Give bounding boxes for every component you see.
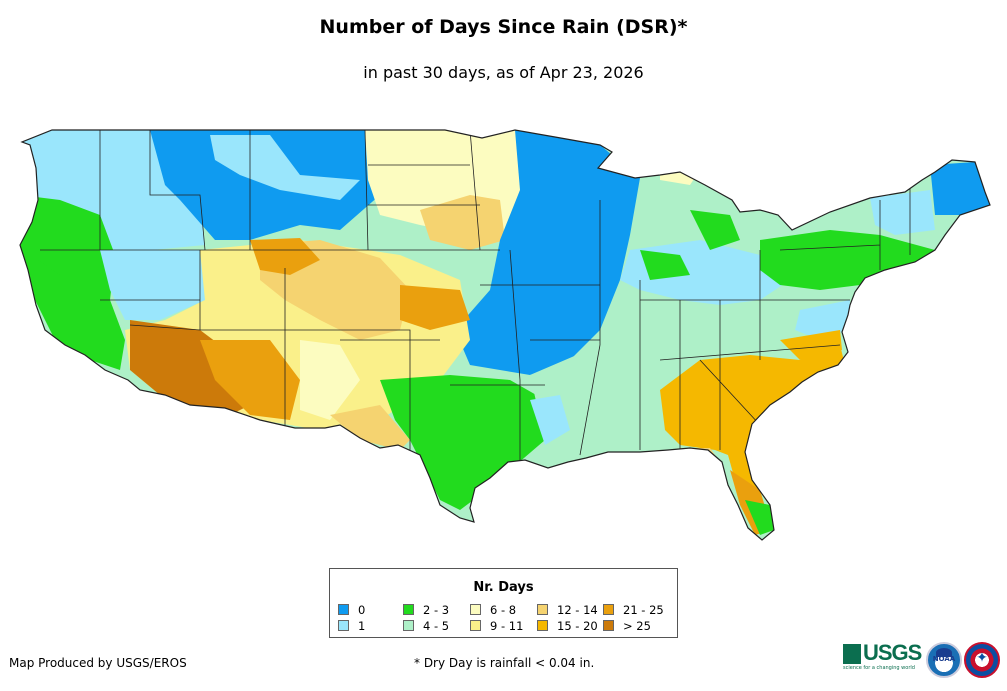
- legend-item-3: 4 - 5: [403, 620, 449, 633]
- legend-swatch: [403, 620, 414, 631]
- legend-item-5: 9 - 11: [470, 620, 523, 633]
- legend-swatch: [470, 604, 481, 615]
- legend: Nr. Days 0 1 2 - 3 4 - 5 6 - 8 9 - 11 12…: [329, 568, 678, 638]
- legend-label: 15 - 20: [557, 619, 598, 633]
- legend-label: 4 - 5: [423, 619, 450, 633]
- dry-day-note: * Dry Day is rainfall < 0.04 in.: [414, 656, 595, 670]
- us-dsr-map: [19, 129, 991, 541]
- legend-swatch: [470, 620, 481, 631]
- usgs-tagline: science for a changing world: [843, 665, 915, 671]
- legend-swatch: [403, 604, 414, 615]
- legend-label: > 25: [623, 619, 651, 633]
- legend-item-8: 21 - 25: [603, 604, 664, 617]
- legend-swatch: [537, 604, 548, 615]
- legend-swatch: [603, 620, 614, 631]
- legend-swatch: [537, 620, 548, 631]
- noaa-logo[interactable]: NOAA: [926, 642, 962, 678]
- legend-label: 6 - 8: [490, 603, 517, 617]
- legend-label: 0: [358, 603, 366, 617]
- usgs-wave-icon: [843, 644, 861, 664]
- legend-item-9: > 25: [603, 620, 651, 633]
- usgs-wordmark: USGS: [863, 640, 922, 665]
- legend-title: Nr. Days: [473, 580, 534, 595]
- usgs-logo[interactable]: USGS science for a changing world: [843, 640, 922, 671]
- legend-swatch: [603, 604, 614, 615]
- star-icon: ✦: [976, 650, 988, 666]
- noaa-wordmark: NOAA: [932, 655, 956, 663]
- legend-label: 2 - 3: [423, 603, 450, 617]
- dsr-shading: [20, 130, 990, 540]
- legend-label: 21 - 25: [623, 603, 664, 617]
- noaa-bird-icon: [936, 648, 952, 657]
- legend-label: 12 - 14: [557, 603, 598, 617]
- legend-label: 9 - 11: [490, 619, 524, 633]
- map-title: Number of Days Since Rain (DSR)*: [319, 16, 688, 38]
- legend-label: 1: [358, 619, 366, 633]
- legend-item-4: 6 - 8: [470, 604, 516, 617]
- legend-item-7: 15 - 20: [537, 620, 598, 633]
- legend-item-6: 12 - 14: [537, 604, 598, 617]
- producer-credit: Map Produced by USGS/EROS: [9, 656, 187, 670]
- legend-item-1: 1: [338, 620, 365, 633]
- legend-swatch: [338, 604, 349, 615]
- legend-swatch: [338, 620, 349, 631]
- map-subtitle: in past 30 days, as of Apr 23, 2026: [363, 63, 644, 82]
- state-boundaries: [40, 130, 911, 470]
- legend-item-0: 0: [338, 604, 365, 617]
- legend-item-2: 2 - 3: [403, 604, 449, 617]
- nws-logo[interactable]: ✦: [964, 642, 1000, 678]
